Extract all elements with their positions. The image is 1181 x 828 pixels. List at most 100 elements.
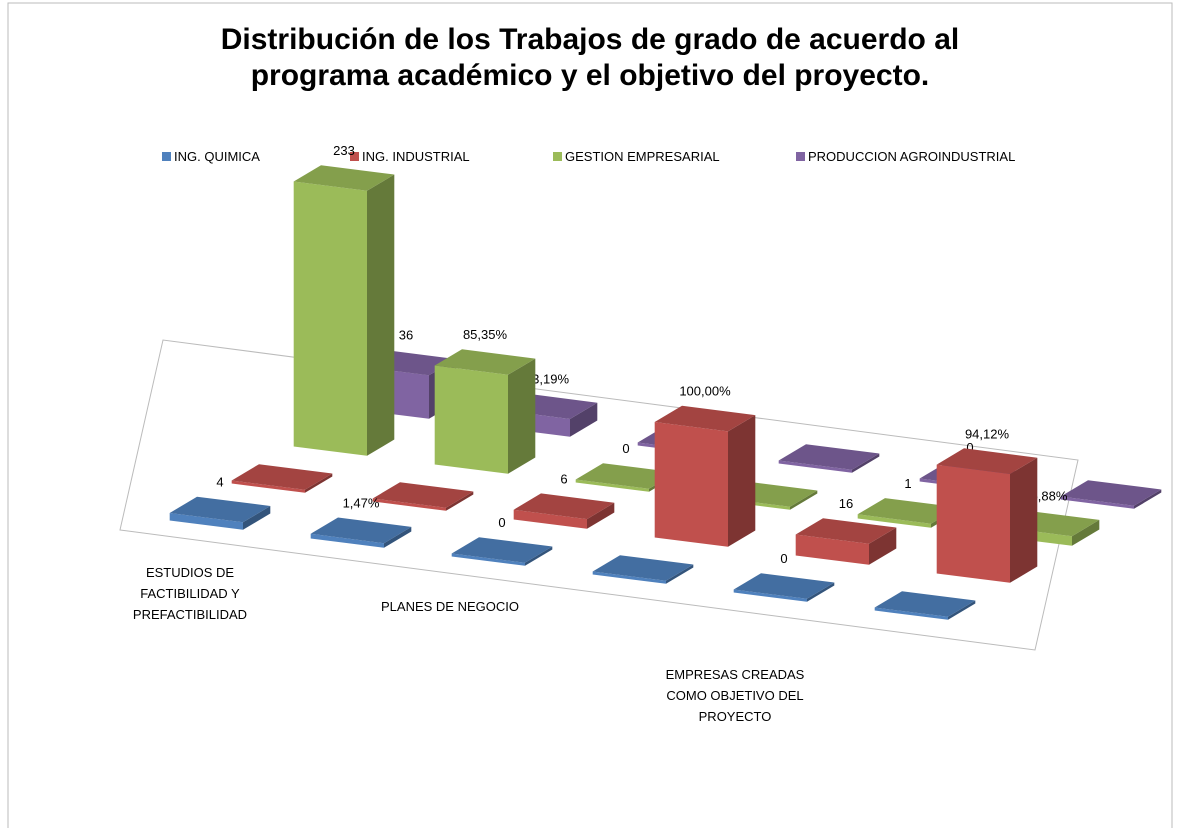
bar	[654, 405, 756, 547]
bar-top	[310, 517, 412, 544]
legend-label: ING. INDUSTRIAL	[362, 149, 470, 164]
bar-front	[231, 480, 305, 493]
bar-top	[372, 482, 474, 508]
chart-border	[7, 2, 1173, 828]
bar-front	[372, 498, 446, 511]
data-label: 100,00%	[679, 384, 731, 399]
data-label: 6	[560, 471, 567, 486]
bar-side	[666, 564, 694, 584]
bar-front	[513, 509, 587, 529]
bar-front	[857, 514, 931, 528]
bar-front	[874, 607, 948, 620]
bar-top	[575, 463, 677, 489]
bar-top	[169, 496, 271, 523]
bar-front	[434, 365, 508, 474]
bar-top	[513, 493, 615, 520]
bar-top	[293, 165, 395, 191]
bar-top	[857, 498, 959, 524]
legend-label: PRODUCCION AGROINDUSTRIAL	[808, 149, 1015, 164]
bar-front	[936, 464, 1010, 583]
legend-label: ING. QUIMICA	[174, 149, 260, 164]
bar-top	[1060, 480, 1162, 506]
bar-side	[243, 506, 271, 530]
data-label: 16	[839, 496, 853, 511]
bar	[434, 349, 536, 474]
bar-side	[384, 526, 412, 548]
bar-front	[654, 422, 728, 547]
bar-side	[446, 491, 474, 511]
bar	[372, 482, 474, 511]
bar-front	[575, 479, 649, 492]
bar-top	[231, 464, 333, 490]
x-tick-label: EMPRESAS CREADAS COMO OBJETIVO DEL PROYE…	[665, 667, 805, 724]
bar	[733, 573, 835, 602]
bar	[451, 537, 553, 566]
bar	[231, 464, 333, 493]
bar-top	[936, 448, 1038, 474]
bar-side	[1010, 457, 1038, 583]
data-label: 233	[333, 143, 355, 158]
legend-swatch	[796, 152, 805, 161]
chart-title: Distribución de los Trabajos de grado de…	[220, 23, 960, 92]
bar-top	[874, 591, 976, 617]
bar-side	[869, 527, 897, 565]
bar-side	[1134, 489, 1162, 509]
bar-front	[169, 513, 243, 530]
bar-top	[778, 444, 880, 470]
bar-front	[795, 534, 869, 565]
data-label: 4	[216, 475, 223, 490]
bar-side	[1072, 519, 1100, 546]
data-label: 94,12%	[965, 426, 1010, 441]
bar-side	[508, 358, 536, 474]
bar	[169, 496, 271, 530]
bar-front	[592, 571, 666, 584]
bar-top	[451, 537, 553, 563]
bar-top	[733, 573, 835, 599]
bar	[293, 165, 395, 456]
bar	[592, 555, 694, 584]
bar-front	[451, 553, 525, 566]
legend-swatch	[350, 152, 359, 161]
legend-label: GESTION EMPRESARIAL	[565, 149, 720, 164]
bar	[795, 518, 897, 565]
bar	[936, 448, 1038, 583]
data-label: 0	[622, 441, 629, 456]
bar-side	[790, 490, 818, 510]
legend-swatch	[553, 152, 562, 161]
data-label: 0	[780, 551, 787, 566]
bar	[1060, 480, 1162, 509]
bar-front	[293, 181, 367, 456]
data-label: 5,88%	[1031, 489, 1068, 504]
bar-side	[367, 174, 395, 456]
bar-side	[728, 415, 756, 547]
data-label: 1,47%	[343, 496, 380, 511]
bar-front	[778, 460, 852, 473]
legend-swatch	[162, 152, 171, 161]
bar	[874, 591, 976, 620]
bar-top	[434, 349, 536, 375]
bar-top	[795, 518, 897, 544]
bar-side	[570, 402, 598, 437]
bar-side	[587, 502, 615, 529]
data-label: 36	[399, 328, 413, 343]
bar-top	[592, 555, 694, 581]
bar-top	[654, 405, 756, 432]
bar-side	[948, 600, 976, 620]
bar-front	[733, 589, 807, 602]
bar	[778, 444, 880, 473]
data-label: 85,35%	[463, 327, 508, 342]
bar-front	[310, 533, 384, 548]
bar	[513, 493, 615, 529]
bar	[310, 517, 412, 548]
data-label: 13,19%	[525, 371, 570, 386]
bar-front	[1060, 496, 1134, 509]
data-label: 1	[904, 476, 911, 491]
x-tick-label: PLANES DE NEGOCIO	[381, 599, 519, 614]
bar-side	[807, 582, 835, 602]
data-label: 0	[498, 515, 505, 530]
x-tick-label: ESTUDIOS DE FACTIBILIDAD Y PREFACTIBILID…	[132, 565, 248, 622]
bar-side	[525, 546, 553, 566]
bar-side	[852, 453, 880, 473]
